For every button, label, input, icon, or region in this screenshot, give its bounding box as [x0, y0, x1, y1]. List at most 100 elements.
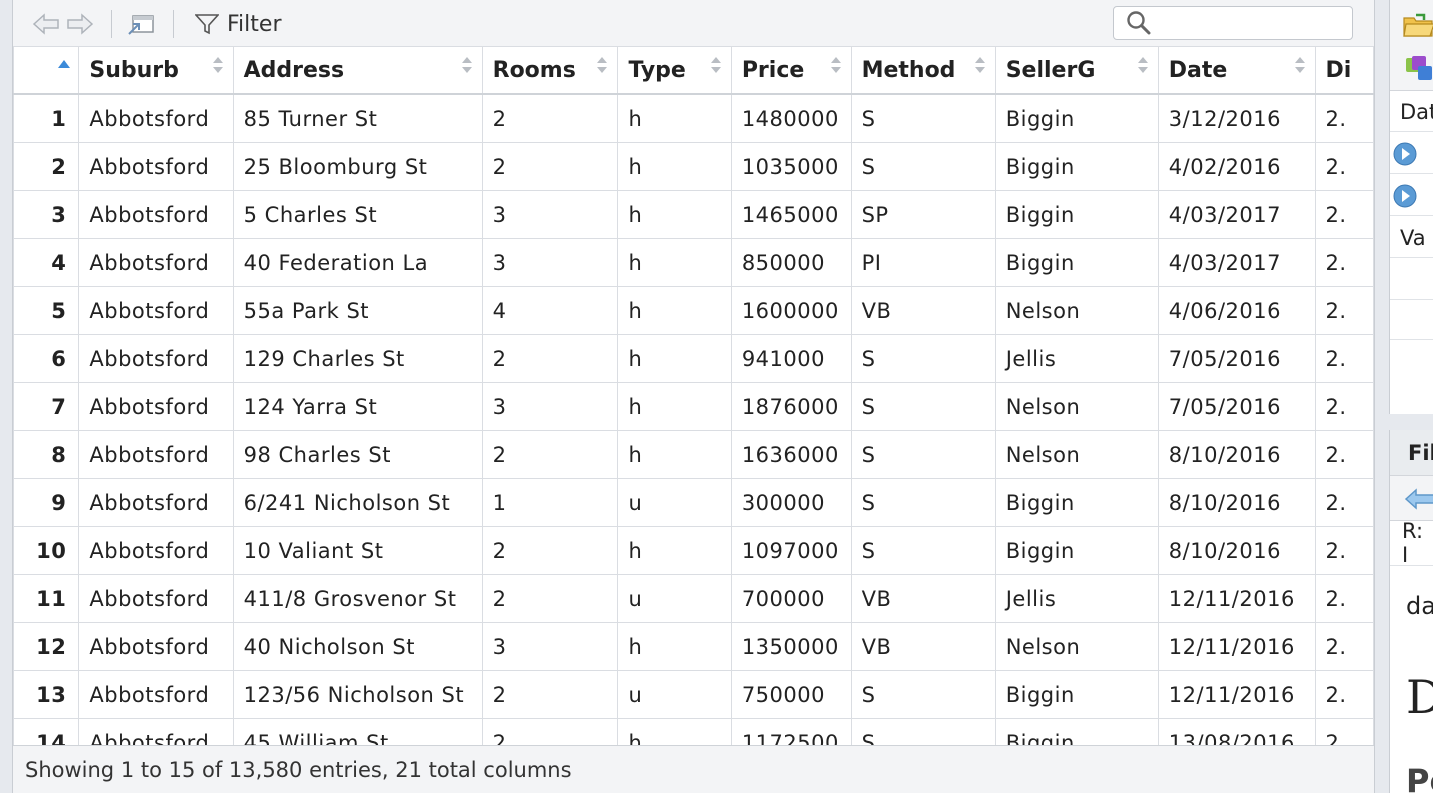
- cell-type: h: [617, 382, 732, 431]
- table-row[interactable]: 6 Abbotsford 129 Charles St 2 h 941000 S Jellis…: [13, 334, 1374, 383]
- cell-method: S: [850, 93, 996, 143]
- cell-address: 25 Bloomburg St: [232, 142, 483, 191]
- search-field[interactable]: [1113, 6, 1353, 40]
- cell-price: 1636000: [730, 430, 852, 479]
- cell-price: 1600000: [730, 286, 852, 335]
- cell-price: 1097000: [730, 526, 852, 575]
- sort-icon[interactable]: [830, 57, 841, 77]
- cell-rooms: 4: [481, 286, 619, 335]
- cell-distance: 2.: [1314, 478, 1374, 527]
- cell-method: PI: [850, 238, 996, 287]
- table-row[interactable]: 3 Abbotsford 5 Charles St 3 h 1465000 SP Biggin…: [13, 190, 1374, 239]
- cell-suburb: Abbotsford: [78, 718, 234, 745]
- filter-button[interactable]: Filter: [195, 9, 281, 39]
- cell-distance: 2.: [1314, 622, 1374, 671]
- env-row: [1390, 300, 1433, 340]
- column-header-sellerg[interactable]: SellerG: [994, 46, 1159, 95]
- cell-suburb: Abbotsford: [78, 238, 234, 287]
- sort-icon[interactable]: [461, 57, 472, 77]
- column-header-price[interactable]: Price: [730, 46, 852, 95]
- import-dataset-icon[interactable]: [1404, 54, 1433, 84]
- cell-rooms: 3: [481, 190, 619, 239]
- cell-type: u: [617, 670, 732, 719]
- column-header-address[interactable]: Address: [232, 46, 483, 95]
- cell-distance: 2.: [1314, 670, 1374, 719]
- cell-rooms: 3: [481, 382, 619, 431]
- table-row[interactable]: 13 Abbotsford 123/56 Nicholson St 2 u 750000 S…: [13, 670, 1374, 719]
- column-header-date[interactable]: Date: [1157, 46, 1316, 95]
- sort-icon[interactable]: [597, 57, 608, 77]
- table-row[interactable]: 12 Abbotsford 40 Nicholson St 3 h 1350000 VB Ne…: [13, 622, 1374, 671]
- sort-icon[interactable]: [212, 57, 223, 77]
- cell-type: h: [617, 430, 732, 479]
- search-input[interactable]: [1158, 9, 1352, 37]
- sort-icon[interactable]: [1294, 57, 1305, 77]
- table-row[interactable]: 2 Abbotsford 25 Bloomburg St 2 h 1035000 S Bigg…: [13, 142, 1374, 191]
- cell-address: 123/56 Nicholson St: [232, 670, 483, 719]
- popout-window-icon[interactable]: [127, 10, 157, 38]
- cell-address: 40 Federation La: [232, 238, 483, 287]
- cell-method: VB: [850, 622, 996, 671]
- back-arrow-icon[interactable]: [31, 10, 61, 38]
- env-row[interactable]: Dat: [1390, 92, 1433, 132]
- forward-arrow-icon[interactable]: [65, 10, 95, 38]
- cell-method: S: [850, 718, 996, 745]
- sort-ascending-icon: [58, 60, 70, 68]
- table-row[interactable]: 14 Abbotsford 45 William St 2 h 1172500 S Biggi…: [13, 718, 1374, 745]
- table-row[interactable]: 7 Abbotsford 124 Yarra St 3 h 1876000 S Nelson 7…: [13, 382, 1374, 431]
- status-bar: Showing 1 to 15 of 13,580 entries, 21 to…: [13, 745, 1374, 793]
- cell-rooms: 2: [481, 574, 619, 623]
- cell-type: h: [617, 718, 732, 745]
- table-row[interactable]: 8 Abbotsford 98 Charles St 2 h 1636000 S Nelson…: [13, 430, 1374, 479]
- cell-price: 1172500: [730, 718, 852, 745]
- cell-address: 10 Valiant St: [232, 526, 483, 575]
- row-number-header[interactable]: [13, 46, 80, 95]
- cell-sellerg: Biggin: [994, 93, 1159, 143]
- env-row[interactable]: Va: [1390, 218, 1433, 258]
- cell-distance: 2.: [1314, 382, 1374, 431]
- cell-rooms: 3: [481, 238, 619, 287]
- cell-type: h: [617, 190, 732, 239]
- cell-rooms: 2: [481, 718, 619, 745]
- cell-sellerg: Biggin: [994, 142, 1159, 191]
- sort-icon[interactable]: [974, 57, 985, 77]
- table-row[interactable]: 9 Abbotsford 6/241 Nicholson St 1 u 300000 S Bi…: [13, 478, 1374, 527]
- cell-rooms: 1: [481, 478, 619, 527]
- tab-files[interactable]: Fil: [1390, 430, 1433, 476]
- cell-price: 850000: [730, 238, 852, 287]
- table-body: 1 Abbotsford 85 Turner St 2 h 1480000 S Biggin 3…: [13, 93, 1374, 745]
- cell-date: 8/10/2016: [1157, 526, 1316, 575]
- env-row[interactable]: [1390, 134, 1433, 174]
- cell-type: h: [617, 334, 732, 383]
- cell-date: 13/08/2016: [1157, 718, 1316, 745]
- column-header-label: Date: [1168, 57, 1228, 83]
- column-header-distance[interactable]: Di: [1314, 46, 1374, 95]
- column-header-label: SellerG: [1005, 57, 1096, 83]
- data-table: Suburb Address Rooms Type Price Method S…: [13, 46, 1374, 745]
- column-header-rooms[interactable]: Rooms: [481, 46, 619, 95]
- play-circle-icon[interactable]: [1392, 141, 1418, 167]
- column-header-type[interactable]: Type: [617, 46, 732, 95]
- cell-type: h: [617, 238, 732, 287]
- play-circle-icon[interactable]: [1392, 183, 1418, 209]
- env-row[interactable]: [1390, 176, 1433, 216]
- table-row[interactable]: 10 Abbotsford 10 Valiant St 2 h 1097000 S Biggi…: [13, 526, 1374, 575]
- cell-price: 1350000: [730, 622, 852, 671]
- help-heading-fragment: D: [1406, 670, 1433, 724]
- table-row[interactable]: 4 Abbotsford 40 Federation La 3 h 850000 PI Big…: [13, 238, 1374, 287]
- cell-rooms: 2: [481, 430, 619, 479]
- cell-address: 124 Yarra St: [232, 382, 483, 431]
- cell-date: 4/02/2016: [1157, 142, 1316, 191]
- table-row[interactable]: 5 Abbotsford 55a Park St 4 h 1600000 VB Nelson 4…: [13, 286, 1374, 335]
- table-row[interactable]: 1 Abbotsford 85 Turner St 2 h 1480000 S Biggin 3…: [13, 93, 1374, 143]
- back-arrow-icon[interactable]: [1404, 488, 1433, 510]
- cell-method: S: [850, 670, 996, 719]
- table-row[interactable]: 11 Abbotsford 411/8 Grosvenor St 2 u 700000 VB…: [13, 574, 1374, 623]
- column-header-method[interactable]: Method: [850, 46, 996, 95]
- column-header-suburb[interactable]: Suburb: [78, 46, 234, 95]
- sort-icon[interactable]: [710, 57, 721, 77]
- cell-price: 1035000: [730, 142, 852, 191]
- column-header-label: Method: [861, 57, 956, 83]
- sort-icon[interactable]: [1137, 57, 1148, 77]
- open-folder-icon[interactable]: [1402, 12, 1433, 38]
